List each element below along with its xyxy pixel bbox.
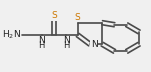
Text: S: S	[75, 13, 80, 22]
Text: H$_2$N: H$_2$N	[2, 29, 21, 41]
Text: N: N	[63, 36, 70, 45]
Text: N: N	[38, 36, 45, 45]
Text: N: N	[91, 40, 98, 49]
Text: S: S	[51, 11, 57, 20]
Text: H: H	[63, 41, 70, 50]
Text: H: H	[39, 41, 45, 50]
